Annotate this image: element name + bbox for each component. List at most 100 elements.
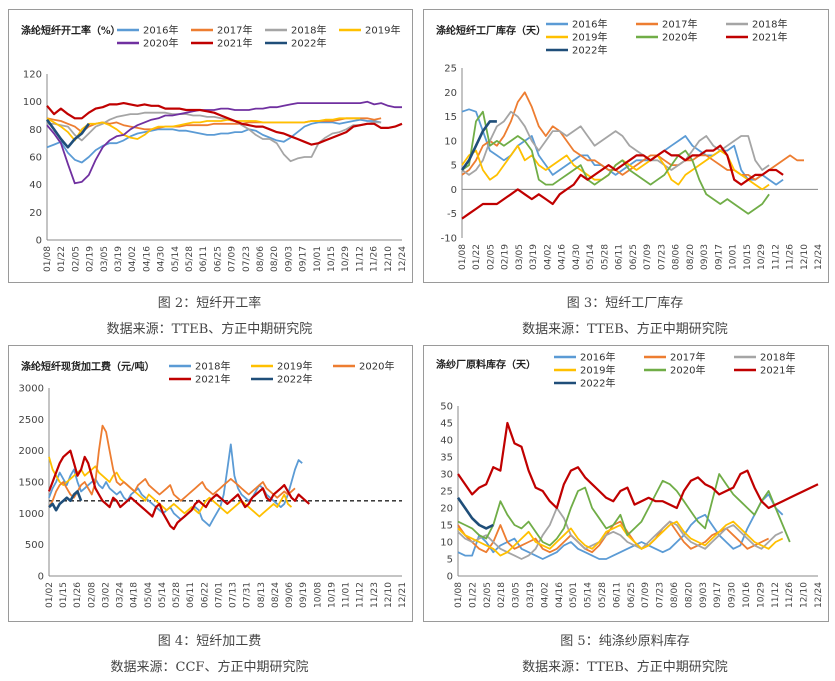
x-tick-label: 02/05 — [486, 244, 496, 270]
x-tick-label: 11/12 — [771, 582, 781, 608]
legend-label: 2022年 — [277, 373, 312, 386]
x-tick-label: 01/15 — [59, 582, 69, 608]
y-tick-label: 0 — [447, 572, 453, 583]
x-tick-label: 05/28 — [598, 582, 608, 608]
y-tick-label: 2500 — [19, 415, 44, 426]
x-tick-label: 06/25 — [627, 582, 637, 608]
x-tick-label: 07/01 — [214, 582, 224, 608]
x-tick-label: 01/08 — [43, 246, 53, 272]
x-tick-label: 07/09 — [643, 244, 653, 270]
x-tick-label: 07/23 — [656, 582, 666, 608]
x-tick-label: 10/15 — [743, 244, 753, 270]
figure-caption: 图 2：短纤开工率 — [157, 296, 262, 311]
x-tick-label: 11/26 — [786, 244, 796, 270]
x-tick-label: 08/06 — [672, 244, 682, 270]
series-line — [47, 449, 311, 531]
y-tick-label: -10 — [441, 234, 457, 245]
legend-label: 2017年 — [217, 24, 252, 37]
chart-title: 涤纱厂原料库存（天） — [436, 358, 536, 371]
x-tick-label: 04/02 — [540, 582, 550, 608]
y-tick-label: 45 — [440, 419, 453, 430]
x-tick-label: 03/24 — [116, 582, 126, 608]
x-tick-label: 08/20 — [686, 244, 696, 270]
x-tick-label: 02/05 — [483, 582, 493, 608]
series-line — [48, 490, 83, 512]
legend-label: 2022年 — [572, 44, 607, 57]
legend-label: 2018年 — [752, 18, 787, 31]
x-tick-label: 01/02 — [45, 582, 55, 608]
series-line — [47, 111, 382, 163]
x-tick-label: 09/17 — [299, 246, 309, 272]
y-tick-label: 15 — [440, 521, 453, 532]
x-tick-label: 06/25 — [629, 244, 639, 270]
x-tick-label: 04/02 — [128, 246, 138, 272]
x-tick-label: 07/23 — [242, 246, 252, 272]
figure-caption: 图 3：短纤工厂库存 — [566, 296, 684, 311]
legend-label: 2019年 — [365, 24, 400, 37]
x-tick-label: 12/21 — [398, 582, 408, 608]
legend-label: 2022年 — [291, 37, 326, 50]
chart-panel-processing-fee: 涤纶短纤现货加工费（元/吨） 0 500 1000 1500 2000 2500 3000 01… — [8, 345, 413, 622]
x-tick-label: 10/29 — [341, 246, 351, 272]
x-tick-label: 09/19 — [299, 582, 309, 608]
x-tick-label: 06/22 — [200, 582, 210, 608]
chart-panel-yarn-raw-material-inventory: 涤纱厂原料库存（天） 0 5 10 15 20 25 30 35 40 45 50 01/08 01/22… — [423, 345, 829, 622]
y-tick-label: 100 — [23, 97, 42, 108]
series-line — [46, 117, 361, 142]
series-line — [46, 118, 382, 164]
x-tick-label: 10/16 — [742, 582, 752, 608]
y-tick-label: 20 — [29, 208, 42, 219]
y-tick-label: 120 — [23, 70, 42, 81]
figure-source: 数据来源：TTEB、方正中期研究院 — [522, 322, 728, 337]
y-tick-label: 50 — [440, 402, 453, 413]
y-tick-label: 10 — [444, 136, 457, 147]
x-tick-label: 09/30 — [728, 582, 738, 608]
x-tick-label: 06/11 — [612, 582, 622, 608]
chart-title: 涤纶短纤工厂库存（天） — [436, 24, 546, 37]
y-tick-label: 3000 — [19, 384, 44, 395]
y-tick-label: 60 — [29, 153, 42, 164]
x-tick-label: 02/19 — [501, 244, 511, 270]
x-tick-label: 11/12 — [355, 246, 365, 272]
x-tick-label: 04/16 — [558, 244, 568, 270]
x-tick-label: 12/10 — [800, 244, 810, 270]
series-line — [46, 101, 403, 146]
x-tick-label: 02/08 — [87, 582, 97, 608]
x-tick-label: 09/03 — [699, 582, 709, 608]
x-tick-label: 03/05 — [515, 244, 525, 270]
legend-label: 2020年 — [670, 364, 705, 377]
y-tick-label: 80 — [29, 125, 42, 136]
chart-panel-operating-rate: 涤纶短纤开工率（%） 0 20 40 60 80 100 120 01/08 01/22 02/05… — [8, 9, 413, 283]
x-tick-label: 03/05 — [512, 582, 522, 608]
x-tick-label: 01/22 — [472, 244, 482, 270]
x-tick-label: 09/17 — [714, 244, 724, 270]
x-tick-label: 06/11 — [615, 244, 625, 270]
x-tick-label: 08/24 — [271, 582, 281, 608]
x-tick-label: 07/09 — [641, 582, 651, 608]
y-tick-label: 10 — [440, 538, 453, 549]
x-tick-label: 07/23 — [657, 244, 667, 270]
factory-inventory-chart: 涤纶短纤工厂库存（天） -10 -5 0 5 10 15 20 25 01/08 01/22 02/0… — [436, 18, 824, 270]
x-tick-label: 11/23 — [370, 582, 380, 608]
x-tick-label: 04/30 — [572, 244, 582, 270]
figure-source: 数据来源：CCF、方正中期研究院 — [110, 660, 309, 675]
legend-label: 2020年 — [662, 31, 697, 44]
y-tick-label: 35 — [440, 453, 453, 464]
x-tick-label: 03/19 — [114, 246, 124, 272]
series-line — [46, 100, 402, 185]
x-tick-label: 09/03 — [700, 244, 710, 270]
x-tick-label: 07/13 — [229, 582, 239, 608]
x-tick-label: 05/14 — [586, 244, 596, 270]
legend-label: 2021年 — [195, 373, 230, 386]
legend-label: 2021年 — [752, 31, 787, 44]
series-line — [461, 110, 770, 176]
y-tick-label: 25 — [444, 64, 457, 75]
x-tick-label: 11/12 — [771, 244, 781, 270]
x-tick-label: 12/10 — [384, 246, 394, 272]
x-tick-label: 12/24 — [814, 244, 824, 270]
y-tick-label: -5 — [447, 209, 457, 220]
x-tick-label: 01/22 — [57, 246, 67, 272]
x-tick-label: 08/06 — [256, 246, 266, 272]
y-tick-label: 500 — [25, 540, 44, 551]
x-tick-label: 05/04 — [144, 582, 154, 608]
